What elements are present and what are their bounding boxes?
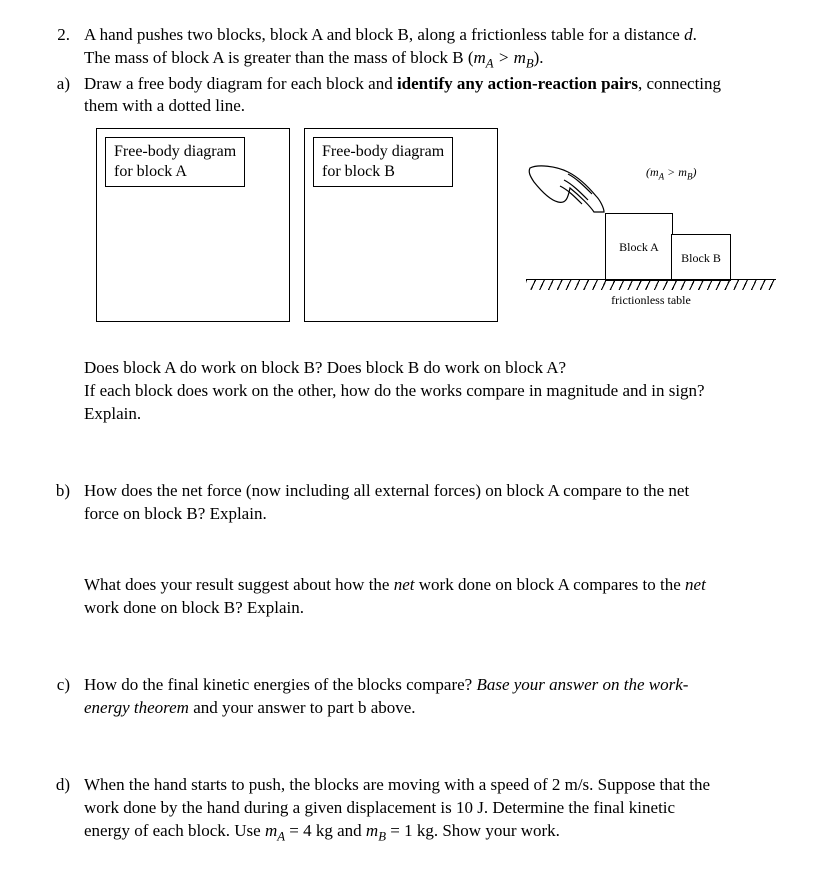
- sub-b: B: [378, 829, 386, 843]
- part-a-text: Draw a free body diagram for each block …: [84, 74, 397, 93]
- mass-inequality: (mA > mB): [646, 164, 696, 183]
- var-mb: m: [514, 48, 526, 67]
- part-label: d): [28, 774, 84, 845]
- part-b-q: What does your result suggest about how …: [84, 575, 394, 594]
- part-a-q: If each block does work on the other, ho…: [84, 380, 800, 403]
- block-b: Block B: [671, 234, 731, 281]
- sub-b: B: [526, 56, 534, 70]
- fbd-container: Free-body diagram for block A Free-body …: [96, 128, 800, 333]
- part-label: c): [28, 674, 84, 720]
- gt: >: [494, 48, 514, 67]
- part-a-text: , connecting: [638, 74, 721, 93]
- sub-a: A: [486, 56, 494, 70]
- part-a-q: Explain.: [84, 403, 800, 426]
- intro-text: The mass of block A is greater than the …: [84, 48, 474, 67]
- part-b-q: How does the net force (now including al…: [84, 480, 800, 503]
- table-label: frictionless table: [526, 292, 776, 308]
- part-b-q: work done on block A compares to the: [415, 575, 686, 594]
- part-a: a) Draw a free body diagram for each blo…: [28, 73, 800, 427]
- var-mb: m: [366, 821, 378, 840]
- fbd-box-b: Free-body diagram for block B: [304, 128, 498, 322]
- hand-icon: [524, 158, 614, 228]
- intro-text: A hand pushes two blocks, block A and bl…: [84, 25, 684, 44]
- part-c-italic: energy theorem: [84, 698, 189, 717]
- part-d-q: = 1 kg. Show your work.: [386, 821, 560, 840]
- part-d-q: work done by the hand during a given dis…: [84, 797, 800, 820]
- problem-intro: 2. A hand pushes two blocks, block A and…: [28, 24, 800, 73]
- fbd-label-text: Free-body diagram: [322, 143, 444, 160]
- problem-text: A hand pushes two blocks, block A and bl…: [84, 24, 800, 73]
- fbd-label-a: Free-body diagram for block A: [105, 137, 245, 187]
- part-a-q: Does block A do work on block B? Does bl…: [84, 357, 800, 380]
- part-d-q: = 4 kg and: [285, 821, 366, 840]
- sub-a: A: [277, 829, 285, 843]
- problem-number: 2.: [28, 24, 84, 73]
- scenario-figure: (mA > mB) Block A Block B frictionless t…: [526, 158, 776, 333]
- fbd-label-b: Free-body diagram for block B: [313, 137, 453, 187]
- part-a-bold: identify any action-reaction pairs: [397, 74, 638, 93]
- var-d: d: [684, 25, 693, 44]
- part-c: c) How do the final kinetic energies of …: [28, 674, 800, 720]
- fbd-label-text: Free-body diagram: [114, 143, 236, 160]
- part-d: d) When the hand starts to push, the blo…: [28, 774, 800, 845]
- part-label: a): [28, 73, 84, 427]
- var-ma: m: [265, 821, 277, 840]
- part-c-q: How do the final kinetic energies of the…: [84, 675, 476, 694]
- intro-text: ).: [534, 48, 544, 67]
- intro-text: .: [693, 25, 697, 44]
- fbd-label-text: for block A: [114, 163, 187, 180]
- part-d-q: energy of each block. Use: [84, 821, 265, 840]
- net-italic: net: [685, 575, 706, 594]
- part-b: b) How does the net force (now including…: [28, 480, 800, 620]
- table-hatch: [526, 280, 776, 290]
- block-a: Block A: [605, 213, 673, 281]
- fbd-label-text: for block B: [322, 163, 395, 180]
- part-b-q: work done on block B? Explain.: [84, 597, 800, 620]
- part-d-q: When the hand starts to push, the blocks…: [84, 774, 800, 797]
- part-b-q: force on block B? Explain.: [84, 503, 800, 526]
- part-c-q: and your answer to part b above.: [189, 698, 416, 717]
- fbd-box-a: Free-body diagram for block A: [96, 128, 290, 322]
- part-a-text: them with a dotted line.: [84, 95, 800, 118]
- part-c-italic: Base your answer on the work-: [476, 675, 688, 694]
- var-ma: m: [474, 48, 486, 67]
- net-italic: net: [394, 575, 415, 594]
- part-label: b): [28, 480, 84, 620]
